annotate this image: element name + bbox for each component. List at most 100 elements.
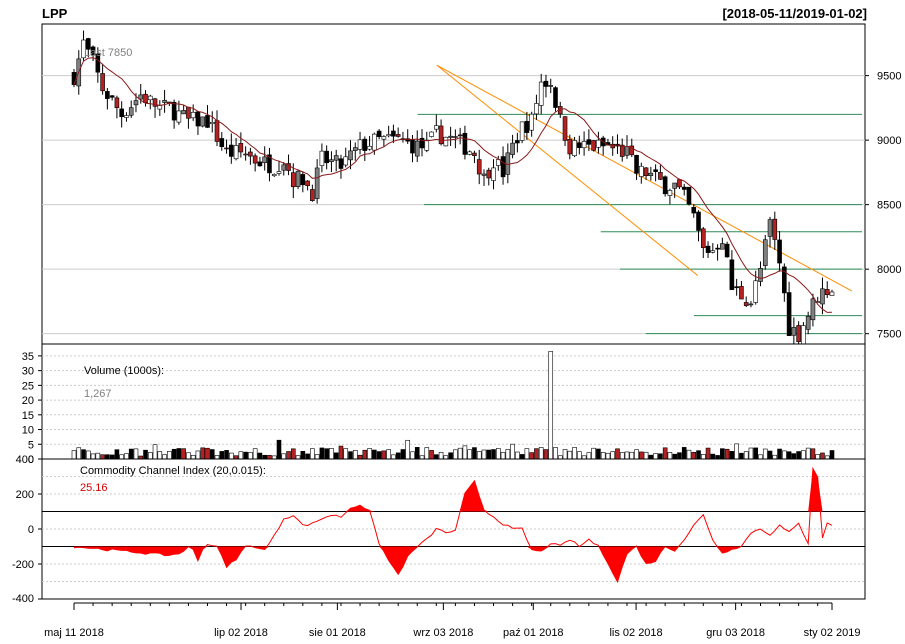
candle-body: [572, 140, 577, 157]
candle-body: [391, 130, 396, 137]
candle-body: [124, 115, 129, 118]
candle-body: [624, 146, 630, 156]
volume-bar: [367, 448, 372, 460]
candle-body: [453, 136, 458, 138]
price-panel: 7500 8000 8500 9000 9500 Last 7850: [41, 23, 901, 350]
candle-body: [467, 151, 472, 155]
volume-bar: [729, 451, 735, 460]
volume-bar: [653, 453, 658, 460]
candle-body: [343, 156, 349, 166]
volume-bar: [486, 449, 492, 460]
candle-body: [300, 174, 306, 186]
candle-body: [281, 164, 287, 171]
candle-body: [419, 137, 425, 149]
candle-body: [86, 38, 91, 50]
volume-bar: [667, 452, 673, 460]
trend-line: [436, 64, 853, 292]
volume-bar: [491, 449, 496, 460]
candle-body: [767, 219, 773, 237]
candle-body: [209, 122, 215, 124]
candle-body: [772, 218, 778, 240]
candle-body: [777, 239, 782, 264]
volume-bar: [305, 453, 310, 460]
candle-body: [295, 170, 301, 187]
volume-bar: [629, 451, 635, 460]
candle-body: [448, 135, 453, 138]
cci-line: [73, 466, 833, 584]
x-tick-label: maj 11 2018: [44, 627, 104, 639]
candle-body: [386, 134, 391, 137]
volume-bar: [801, 450, 806, 460]
candle-body: [257, 161, 263, 167]
volume-bar: [605, 452, 611, 460]
x-tick-label: sty 02 2019: [804, 627, 861, 639]
volume-bar: [686, 449, 692, 460]
moving-average-line: [73, 57, 833, 313]
volume-bar: [310, 448, 315, 460]
volume-bar: [658, 453, 663, 460]
candle-body: [128, 107, 134, 116]
candle-body: [796, 325, 801, 343]
candle-body: [133, 100, 139, 106]
candle-body: [529, 113, 534, 131]
volume-bar: [691, 452, 697, 460]
volume-bar: [276, 439, 282, 460]
volume-bar: [448, 452, 453, 460]
volume-bar: [639, 451, 644, 460]
candle-body: [743, 302, 749, 306]
volume-bar: [495, 448, 501, 460]
candle-body: [567, 139, 573, 155]
volume-bar: [457, 447, 463, 460]
volume-bar: [190, 455, 196, 460]
candle-body: [586, 139, 592, 145]
volume-ytick-label: 10: [22, 425, 34, 437]
candle-body: [195, 111, 201, 127]
candle-body: [105, 91, 110, 99]
volume-bar: [820, 452, 825, 460]
candle-body: [548, 85, 554, 87]
volume-bar: [162, 454, 167, 460]
volume-bar: [429, 450, 434, 460]
volume-bar: [438, 452, 444, 460]
volume-bar: [762, 448, 768, 460]
candle-body: [90, 46, 96, 56]
candle-body: [782, 266, 787, 294]
candle-body: [495, 159, 501, 166]
volume-bar: [100, 454, 105, 460]
price-ytick-label: 7500: [877, 329, 901, 341]
candle-body: [786, 292, 792, 336]
candle-body: [515, 140, 520, 144]
candle-body: [414, 140, 420, 157]
volume-bar: [524, 448, 530, 460]
candle-body: [214, 120, 220, 142]
candle-body: [491, 167, 496, 181]
volume-bar: [152, 444, 158, 460]
candle-body: [810, 298, 816, 321]
candle-body: [438, 125, 444, 145]
candle-body: [229, 144, 234, 157]
candle-body: [71, 72, 77, 85]
candle-body: [119, 108, 124, 118]
volume-bar: [529, 452, 534, 460]
volume-bar: [705, 447, 711, 460]
volume-bar: [224, 450, 229, 460]
candle-body: [510, 142, 515, 155]
volume-ytick-label: 15: [22, 410, 34, 422]
volume-bar: [324, 448, 329, 460]
candle-body: [290, 172, 296, 188]
candle-body: [639, 165, 644, 177]
volume-bar: [195, 450, 201, 460]
volume-bar: [534, 448, 539, 460]
volume-bar: [538, 447, 544, 460]
candle-body: [543, 80, 549, 87]
volume-bar: [610, 451, 616, 460]
candle-body: [648, 172, 654, 176]
volume-bar: [76, 447, 82, 460]
candle-body: [596, 139, 601, 148]
candle-body: [314, 167, 320, 199]
volume-bar: [357, 454, 363, 460]
volume-bar: [624, 451, 630, 460]
candle-body: [324, 150, 329, 164]
volume-bar: [319, 447, 325, 460]
